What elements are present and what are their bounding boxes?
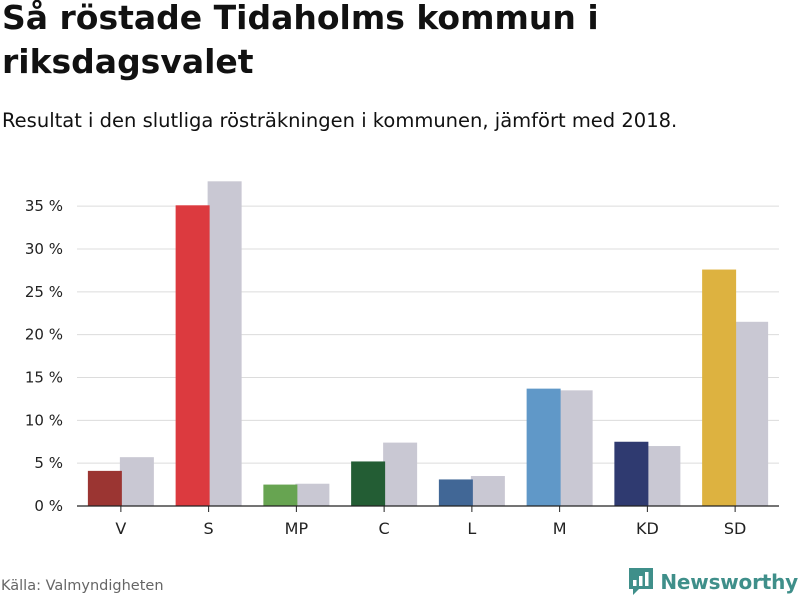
bar-2022-sd	[702, 269, 737, 506]
y-tick-label: 35 %	[25, 197, 63, 215]
chart-subtitle: Resultat i den slutliga rösträkningen i …	[2, 109, 678, 132]
bar-2018-s	[207, 181, 242, 506]
bar-chart: 0 % 5 % 10 % 15 % 20 % 25 % 30 % 35 % V S MP C L M KD…	[25, 181, 779, 538]
y-tick-label: 10 %	[25, 411, 63, 429]
bar-2018-m	[558, 390, 593, 506]
y-tick-label: 0 %	[34, 497, 63, 515]
y-tick-label: 20 %	[25, 326, 63, 344]
bar-2022-kd	[614, 441, 649, 506]
y-tick-label: 30 %	[25, 240, 63, 258]
y-tick-label: 25 %	[25, 283, 63, 301]
x-tick-label: KD	[636, 519, 659, 538]
brand-name: Newsworthy	[660, 570, 798, 594]
bar-2018-mp	[295, 483, 330, 506]
bar-2018-v	[119, 457, 154, 506]
bars	[87, 181, 769, 507]
bar-2022-m	[526, 388, 561, 506]
chart-title: Så röstade Tidaholms kommun i riksdagsva…	[2, 0, 599, 81]
bar-2022-c	[351, 461, 386, 506]
x-tick-label: V	[115, 519, 126, 538]
x-tick-label: S	[204, 519, 214, 538]
bar-2022-v	[87, 470, 122, 506]
y-tick-label: 15 %	[25, 368, 63, 386]
y-axis-ticks: 0 % 5 % 10 % 15 % 20 % 25 % 30 % 35 %	[25, 197, 63, 515]
bar-2018-c	[383, 442, 418, 506]
bar-2022-s	[175, 205, 210, 507]
bar-2022-mp	[263, 484, 298, 506]
bar-2022-l	[438, 479, 473, 506]
x-tick-label: SD	[724, 519, 746, 538]
bar-2018-sd	[734, 321, 769, 506]
y-tick-label: 5 %	[34, 454, 63, 472]
x-tick-label: L	[467, 519, 476, 538]
bar-2018-l	[470, 476, 505, 506]
brand-logo[interactable]: Newsworthy	[629, 568, 798, 596]
newsworthy-logo-icon	[629, 568, 654, 595]
source-note: Källa: Valmyndigheten	[1, 578, 164, 594]
x-axis-ticks: V S MP C L M KD SD	[115, 506, 746, 538]
x-tick-label: M	[553, 519, 567, 538]
x-tick-label: MP	[285, 519, 309, 538]
x-tick-label: C	[379, 519, 390, 538]
bar-2018-kd	[646, 446, 681, 506]
